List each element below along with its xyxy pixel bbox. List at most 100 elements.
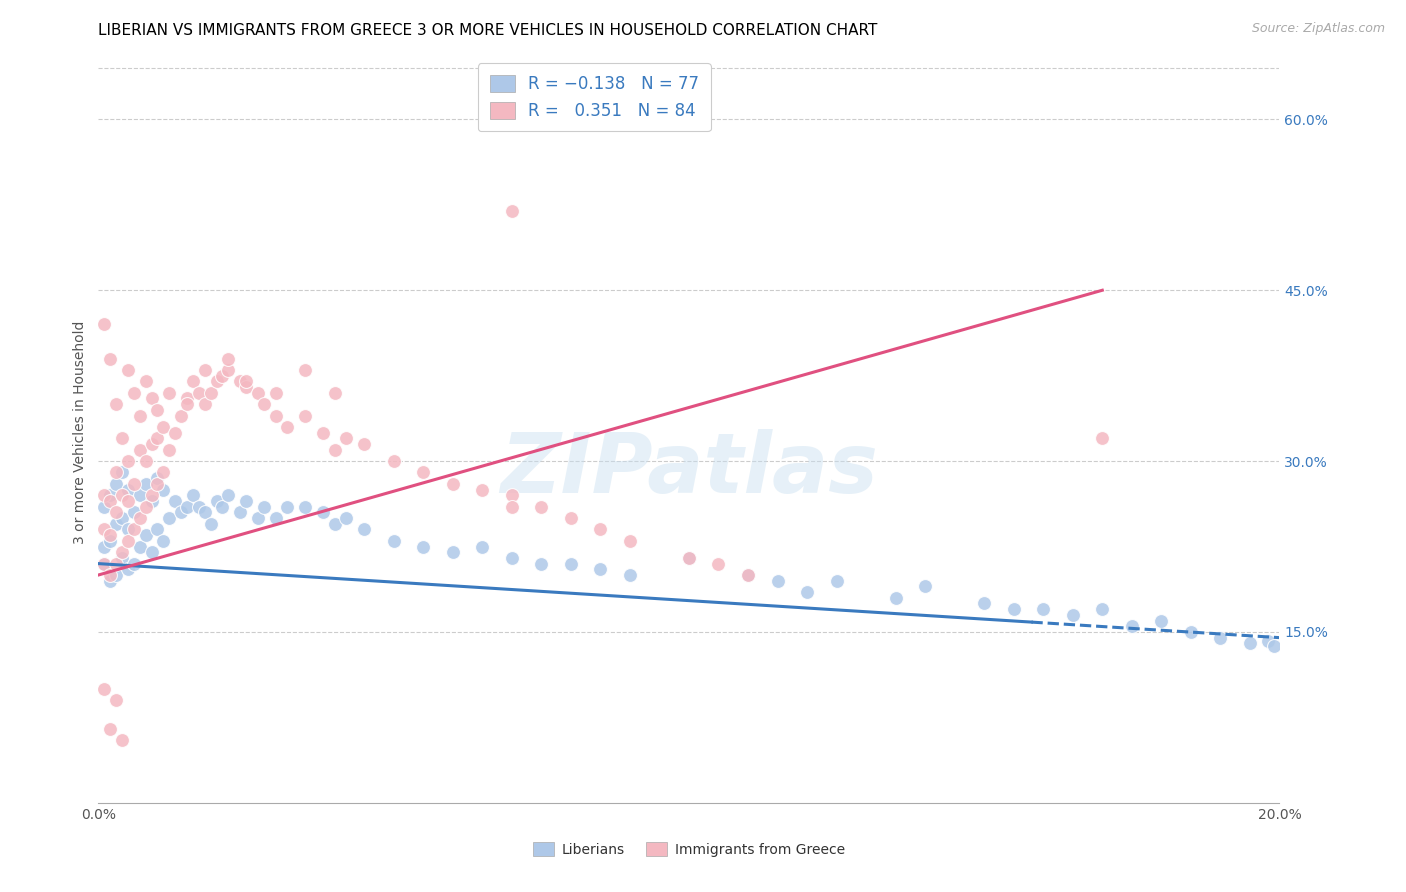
- Point: [253, 397, 276, 411]
- Point: [194, 397, 217, 411]
- Point: [135, 375, 157, 389]
- Point: [152, 533, 174, 548]
- Point: [105, 476, 128, 491]
- Point: [93, 523, 115, 537]
- Point: [264, 511, 287, 525]
- Point: [1257, 634, 1279, 648]
- Point: [323, 442, 346, 457]
- Point: [141, 545, 163, 559]
- Point: [412, 540, 434, 554]
- Point: [382, 454, 405, 468]
- Point: [128, 511, 150, 525]
- Point: [1180, 624, 1202, 639]
- Point: [217, 363, 239, 377]
- Point: [141, 392, 163, 406]
- Point: [412, 466, 434, 480]
- Point: [200, 385, 222, 400]
- Point: [211, 500, 233, 514]
- Point: [122, 557, 145, 571]
- Point: [294, 409, 316, 423]
- Point: [187, 385, 209, 400]
- Point: [501, 550, 523, 565]
- Point: [122, 476, 145, 491]
- Point: [146, 471, 169, 485]
- Point: [105, 505, 128, 519]
- Point: [323, 385, 346, 400]
- Point: [98, 351, 121, 366]
- Point: [111, 545, 134, 559]
- Point: [335, 511, 357, 525]
- Point: [117, 454, 139, 468]
- Point: [1121, 619, 1143, 633]
- Text: Source: ZipAtlas.com: Source: ZipAtlas.com: [1251, 22, 1385, 36]
- Point: [796, 585, 818, 599]
- Point: [111, 511, 134, 525]
- Point: [560, 511, 582, 525]
- Point: [441, 545, 464, 559]
- Point: [128, 409, 150, 423]
- Point: [135, 528, 157, 542]
- Point: [128, 488, 150, 502]
- Text: ZIPatlas: ZIPatlas: [501, 429, 877, 510]
- Point: [471, 483, 494, 497]
- Point: [253, 500, 276, 514]
- Point: [737, 568, 759, 582]
- Point: [246, 511, 269, 525]
- Point: [165, 425, 187, 440]
- Point: [93, 557, 115, 571]
- Point: [441, 476, 464, 491]
- Point: [146, 476, 169, 491]
- Point: [111, 431, 134, 445]
- Point: [294, 500, 316, 514]
- Point: [170, 409, 193, 423]
- Point: [501, 488, 523, 502]
- Point: [128, 442, 150, 457]
- Point: [619, 568, 641, 582]
- Point: [217, 351, 239, 366]
- Point: [141, 437, 163, 451]
- Point: [176, 397, 198, 411]
- Point: [117, 533, 139, 548]
- Point: [229, 375, 252, 389]
- Point: [122, 385, 145, 400]
- Point: [194, 505, 217, 519]
- Point: [117, 483, 139, 497]
- Point: [111, 733, 134, 747]
- Point: [737, 568, 759, 582]
- Point: [152, 483, 174, 497]
- Point: [382, 533, 405, 548]
- Point: [157, 385, 180, 400]
- Point: [884, 591, 907, 605]
- Point: [211, 368, 233, 383]
- Point: [141, 488, 163, 502]
- Point: [353, 437, 375, 451]
- Point: [128, 540, 150, 554]
- Point: [93, 500, 115, 514]
- Point: [235, 494, 257, 508]
- Point: [294, 363, 316, 377]
- Text: LIBERIAN VS IMMIGRANTS FROM GREECE 3 OR MORE VEHICLES IN HOUSEHOLD CORRELATION C: LIBERIAN VS IMMIGRANTS FROM GREECE 3 OR …: [98, 22, 877, 37]
- Point: [93, 540, 115, 554]
- Point: [235, 375, 257, 389]
- Point: [264, 409, 287, 423]
- Point: [200, 516, 222, 531]
- Point: [276, 420, 298, 434]
- Point: [187, 500, 209, 514]
- Point: [135, 476, 157, 491]
- Point: [93, 488, 115, 502]
- Point: [165, 494, 187, 508]
- Point: [181, 488, 204, 502]
- Point: [501, 203, 523, 218]
- Point: [825, 574, 848, 588]
- Point: [530, 557, 553, 571]
- Point: [229, 505, 252, 519]
- Point: [678, 550, 700, 565]
- Point: [1239, 636, 1261, 650]
- Point: [98, 568, 121, 582]
- Point: [146, 402, 169, 417]
- Legend: Liberians, Immigrants from Greece: Liberians, Immigrants from Greece: [527, 837, 851, 863]
- Point: [589, 562, 612, 576]
- Point: [619, 533, 641, 548]
- Point: [93, 318, 115, 332]
- Point: [111, 466, 134, 480]
